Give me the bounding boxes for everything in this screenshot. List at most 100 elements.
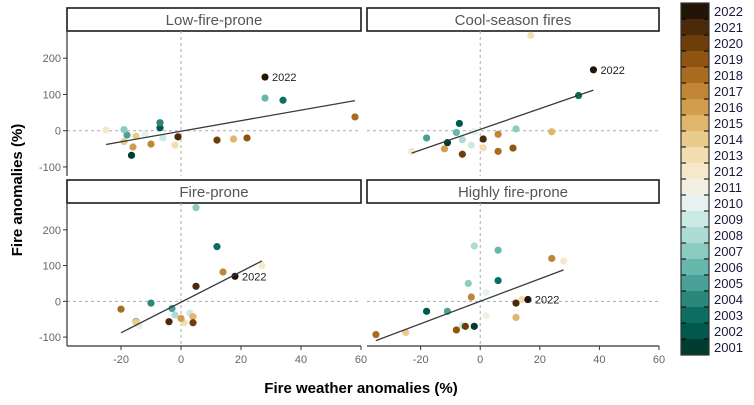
x-tick-label: 60 [355, 354, 367, 366]
data-point-2001 [127, 151, 136, 159]
x-tick-label: 0 [477, 354, 483, 366]
data-point-2017 [548, 254, 556, 263]
data-point-2009 [467, 141, 475, 149]
panel-cool-season-fires: Cool-season fires 2022 [366, 7, 660, 176]
data-point-2007 [464, 279, 472, 288]
panel-strip [366, 7, 660, 32]
legend-swatch-2006 [681, 259, 709, 276]
data-point-2004 [156, 119, 164, 127]
legend-label: 2007 [714, 244, 743, 259]
data-point-2003 [494, 276, 502, 285]
data-point-2018 [372, 330, 380, 339]
trend-line [105, 99, 356, 146]
trend-line [411, 89, 594, 154]
data-point-2008 [171, 311, 179, 319]
legend-label: 2012 [714, 164, 743, 179]
legend-swatch-2022 [681, 3, 709, 20]
panels-layer: Low-fire-prone2001000-1002022Cool-season… [39, 7, 665, 366]
data-point-2019 [509, 144, 517, 152]
data-point-2015 [548, 128, 556, 136]
legend-swatch-2017 [681, 83, 709, 100]
data-point-2010 [482, 288, 490, 296]
legend-label: 2016 [714, 100, 743, 115]
data-point-2022 [589, 66, 598, 74]
data-point-2018 [117, 305, 125, 313]
panel-strip [366, 179, 660, 204]
x-tick-label: -20 [113, 354, 129, 366]
legend-label: 2011 [714, 180, 742, 195]
legend-swatch-2021 [681, 19, 709, 36]
data-point-2016 [177, 314, 185, 323]
data-point-2005 [422, 134, 431, 142]
data-point-2005 [168, 304, 176, 313]
legend-label: 2020 [714, 36, 743, 51]
data-point-2010 [141, 130, 149, 138]
data-point-2017 [219, 268, 227, 276]
data-point-2013 [518, 295, 526, 304]
data-point-2009 [159, 134, 167, 142]
legend-label: 2015 [714, 116, 743, 131]
data-point-2002 [455, 119, 463, 128]
panel-highly-fire-prone: Highly fire-prone -20 0 20 40 60 2022 [366, 179, 665, 366]
year-annotation: 2022 [242, 271, 266, 283]
legend-label: 2010 [714, 196, 743, 211]
data-point-2006 [452, 128, 460, 137]
data-point-2012 [560, 257, 568, 265]
panel-title: Highly fire-prone [458, 184, 568, 201]
legend-swatch-2019 [681, 51, 709, 68]
legend-swatch-2008 [681, 227, 709, 244]
year-annotation: 2022 [600, 65, 624, 77]
legend-label: 2008 [714, 228, 743, 243]
legend-label: 2017 [714, 84, 743, 99]
y-tick-label: -100 [39, 332, 61, 344]
legend-swatch-2015 [681, 115, 709, 132]
data-point-2004 [147, 299, 155, 307]
data-point-2018 [494, 147, 502, 155]
x-tick-label: 20 [235, 354, 247, 366]
y-tick-label: 100 [43, 89, 61, 101]
x-tick-label: 20 [534, 354, 546, 366]
legend-border [680, 2, 710, 356]
legend-swatch-2012 [681, 163, 709, 180]
legend-swatch-2005 [681, 275, 709, 292]
data-point-2013 [527, 31, 535, 39]
legend-swatch-2009 [681, 211, 709, 228]
legend-label: 2009 [714, 212, 743, 227]
year-colorbar-legend: 2022202120202019201820172016201520142013… [680, 2, 743, 356]
x-axis-title: Fire weather anomalies (%) [264, 380, 457, 397]
legend-swatch-2003 [681, 307, 709, 324]
legend-label: 2021 [714, 20, 743, 35]
data-point-2018 [351, 113, 359, 121]
data-point-2020 [213, 136, 221, 144]
x-tick-label: -20 [413, 354, 429, 366]
data-point-2022 [261, 73, 269, 81]
y-tick-label: 0 [55, 296, 61, 308]
data-point-2021 [512, 299, 520, 307]
legend-label: 2001 [714, 340, 743, 355]
data-point-2021 [479, 135, 487, 143]
data-point-2022 [524, 295, 532, 304]
x-tick-label: 60 [653, 354, 665, 366]
data-point-2015 [189, 313, 197, 321]
legend-swatch-2002 [681, 323, 709, 340]
data-point-2019 [452, 326, 460, 334]
legend-label: 2022 [714, 4, 743, 19]
panel-title: Fire-prone [179, 184, 248, 201]
panel-strip [66, 7, 362, 32]
legend-label: 2019 [714, 52, 743, 67]
data-point-2022 [231, 272, 239, 280]
data-point-2003 [279, 96, 287, 104]
legend-label: 2013 [714, 148, 743, 163]
data-point-2016 [129, 143, 137, 151]
data-point-2017 [494, 130, 502, 138]
legend-label: 2014 [714, 132, 743, 147]
legend-label: 2006 [714, 260, 743, 275]
data-point-2012 [258, 261, 266, 270]
legend-swatch-2018 [681, 67, 709, 84]
panel-fire-prone: Fire-prone 200 100 0 -100 -20 0 20 40 60 2022 [39, 179, 367, 366]
data-point-2002 [156, 124, 164, 132]
data-point-2020 [189, 319, 197, 327]
data-point-2021 [165, 318, 173, 326]
year-annotation: 2022 [535, 295, 559, 307]
data-point-2007 [192, 204, 200, 212]
